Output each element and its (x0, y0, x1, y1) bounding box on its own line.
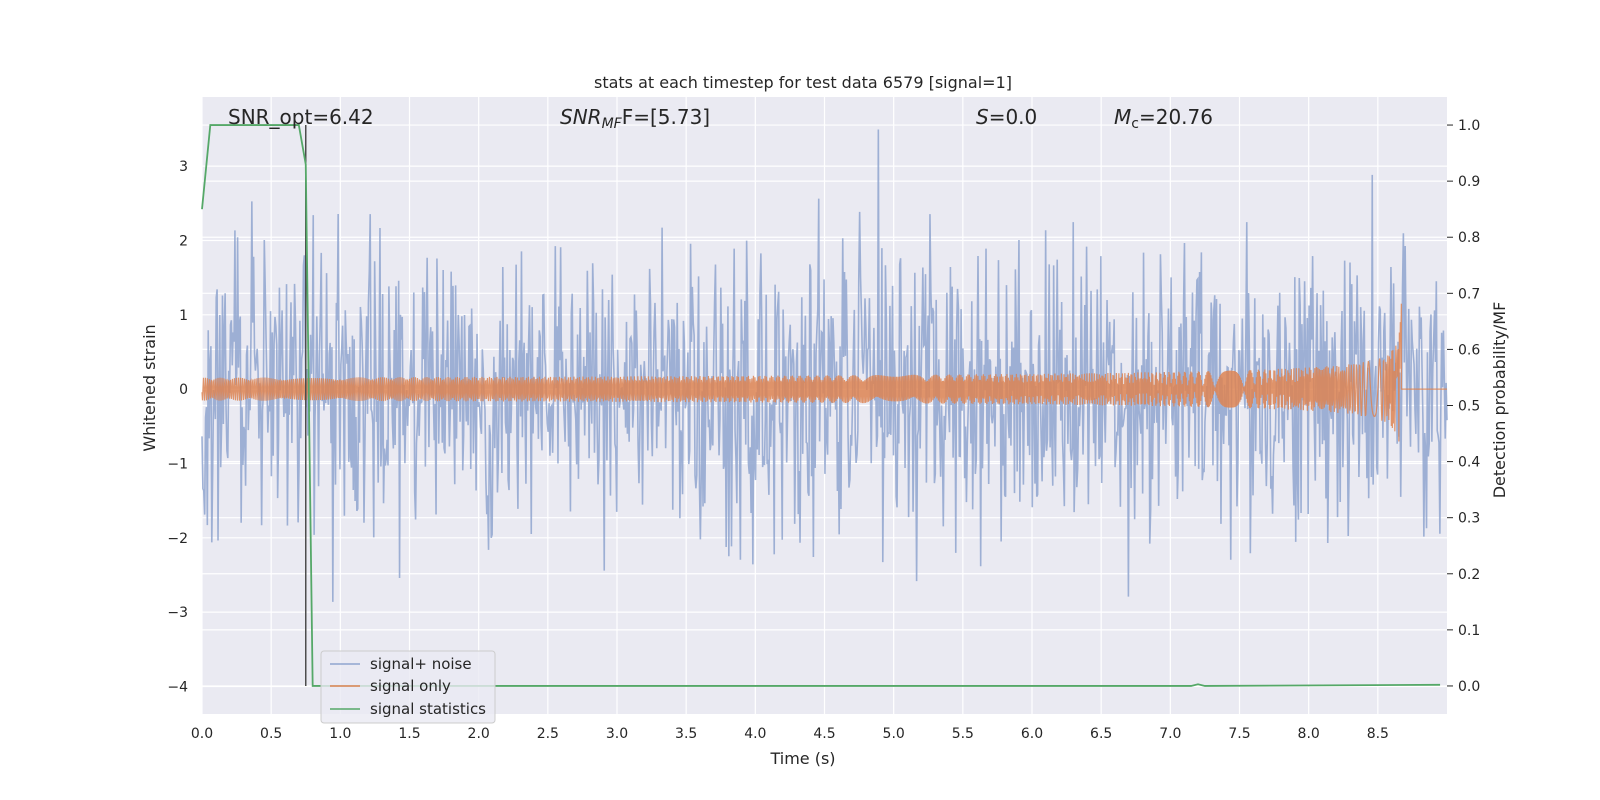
y-tick-label-left: 0 (179, 382, 188, 398)
y-tick-label-right: 0.2 (1458, 567, 1480, 583)
y-tick-label-right: 0.0 (1458, 679, 1480, 695)
x-tick-label: 2.0 (468, 726, 490, 742)
x-tick-label: 4.0 (744, 726, 766, 742)
x-axis-label: Time (s) (769, 749, 835, 768)
x-tick-label: 6.5 (1090, 726, 1112, 742)
y-tick-label-left: 2 (179, 233, 188, 249)
legend-label-signal-only: signal only (370, 677, 451, 695)
y-tick-label-left: −3 (167, 605, 188, 621)
legend-box (320, 650, 496, 724)
x-tick-label: 1.5 (398, 726, 420, 742)
x-tick-label: 8.5 (1367, 726, 1389, 742)
x-tick-label: 4.5 (813, 726, 835, 742)
series-line-signal-noise (201, 129, 1448, 602)
y-tick-label-left: 1 (179, 308, 188, 324)
annotation-snr-mf: SNRMFF=[5.73] (560, 105, 710, 132)
legend-label-signal-statistics: signal statistics (370, 700, 486, 718)
y-tick-label-right: 1.0 (1458, 118, 1480, 134)
y-axis-right-ticks: 1.0 0.9 0.8 0.7 0.6 0.5 0.4 0.3 0.2 0.1 0.0 (1447, 118, 1480, 695)
x-tick-label: 2.5 (537, 726, 559, 742)
annotation-mc-var: M (1114, 105, 1131, 129)
series-signal-only (201, 303, 1447, 442)
legend-label-signal-noise: signal+ noise (370, 655, 472, 673)
y-axis-left-ticks: 3 2 1 0 −1 −2 −3 −4 (167, 159, 188, 695)
y-tick-label-right: 0.5 (1458, 399, 1480, 415)
y-tick-label-right: 0.3 (1458, 511, 1480, 527)
legend: signal+ noise signal only signal statist… (320, 650, 496, 724)
y-tick-label-right: 0.1 (1458, 623, 1480, 639)
y-tick-label-right: 0.9 (1458, 174, 1480, 190)
annotation-snr-opt: SNR_opt=6.42 (228, 105, 374, 129)
y-axis-right-label: Detection probability/MF (1490, 302, 1509, 499)
y-tick-label-left: −1 (167, 456, 188, 472)
annotation-snr-mf-main: SNR (560, 105, 602, 129)
series-signal-noise (201, 129, 1448, 602)
series-line-signal-only (201, 303, 1447, 442)
x-axis-ticks: 0.0 0.5 1.0 1.5 2.0 2.5 3.0 3.5 4.0 4.5 5.0 5.5 6.0 6… (191, 726, 1389, 742)
y-tick-label-right: 0.6 (1458, 342, 1480, 358)
annotation-snr-mf-sub: MF (602, 116, 623, 132)
annotation-s-value: =0.0 (989, 105, 1038, 129)
y-tick-label-right: 0.4 (1458, 455, 1480, 471)
x-tick-label: 0.5 (260, 726, 282, 742)
x-tick-label: 8.0 (1298, 726, 1320, 742)
y-axis-left-label: Whitened strain (140, 324, 159, 451)
x-tick-label: 1.0 (329, 726, 351, 742)
series-signal-statistics (201, 124, 1441, 687)
chart-title: stats at each timestep for test data 657… (594, 73, 1012, 92)
annotation-mc: Mc=20.76 (1114, 105, 1213, 132)
annotation-s-var: S (976, 105, 989, 129)
x-tick-label: 5.5 (952, 726, 974, 742)
x-tick-label: 7.0 (1159, 726, 1181, 742)
annotation-mc-sub: c (1131, 116, 1139, 132)
y-tick-label-left: 3 (179, 159, 188, 175)
x-tick-label: 3.0 (606, 726, 628, 742)
annotation-mc-value: =20.76 (1139, 105, 1213, 129)
x-tick-label: 6.0 (1021, 726, 1043, 742)
x-tick-label: 7.5 (1228, 726, 1250, 742)
annotation-s: S=0.0 (976, 105, 1037, 129)
series-line-signal-statistics (201, 124, 1441, 687)
y-tick-label-left: −4 (167, 679, 188, 695)
x-tick-label: 5.0 (883, 726, 905, 742)
x-tick-label: 0.0 (191, 726, 213, 742)
y-tick-label-right: 0.8 (1458, 230, 1480, 246)
y-tick-label-right: 0.7 (1458, 286, 1480, 302)
x-tick-label: 3.5 (675, 726, 697, 742)
y-tick-label-left: −2 (167, 531, 188, 547)
annotation-snr-mf-tail: F=[5.73] (622, 105, 710, 129)
